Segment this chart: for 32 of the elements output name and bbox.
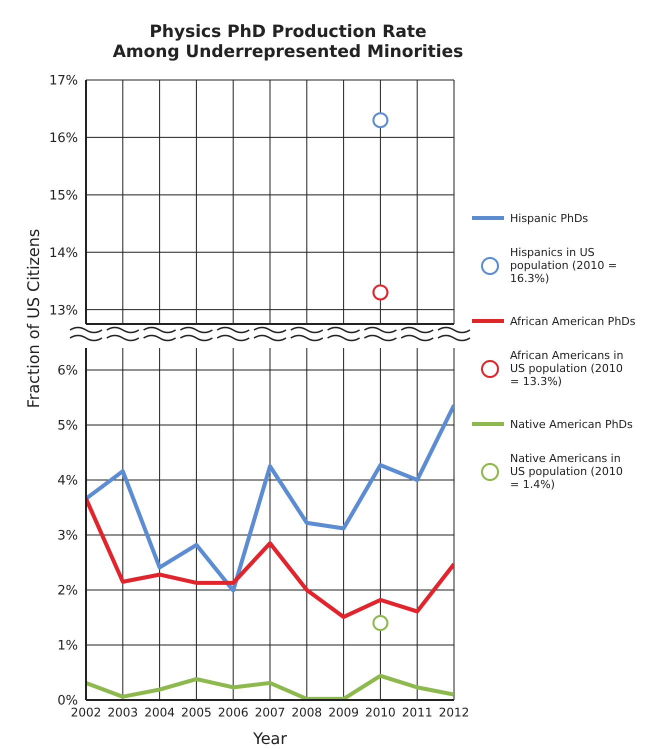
legend-label: Native Americans in US population (2010 = 1.4%)	[510, 452, 624, 491]
y-tick-label: 5%	[57, 418, 78, 434]
line-series	[86, 496, 454, 619]
x-tick-label: 2008	[292, 706, 322, 720]
x-tick-label: 2011	[402, 706, 432, 720]
legend-label: Native American PhDs	[510, 418, 634, 430]
y-tick-label: 13%	[49, 303, 78, 318]
x-tick-label: 2006	[218, 706, 248, 720]
x-tick-label: 2009	[328, 706, 359, 720]
y-tick-label: 1%	[57, 638, 78, 654]
x-tick-label: 2003	[108, 706, 138, 720]
y-tick-label: 3%	[57, 528, 78, 544]
chart-title: Physics PhD Production Rate Among Underrepresented Minorities	[112, 22, 464, 62]
x-axis-title: Year	[252, 729, 288, 748]
y-tick-label: 17%	[49, 74, 78, 89]
y-tick-label: 14%	[49, 246, 78, 261]
y-tick-label: 2%	[57, 584, 78, 599]
x-tick-label: 2012	[438, 706, 470, 720]
x-tick-label: 2007	[254, 706, 286, 720]
x-tick-label: 2005	[181, 706, 212, 720]
y-tick-label: 15%	[49, 188, 78, 204]
y-tick-label: 16%	[49, 131, 78, 146]
legend-label: Hispanics in US population (2010 = 16.3%)	[510, 246, 618, 285]
legend-label: Hispanic PhDs	[510, 212, 590, 224]
line-series	[86, 403, 454, 593]
y-axis-title: Fraction of US Citizens	[24, 228, 44, 408]
y-tick-label: 6%	[57, 364, 78, 379]
legend-label: African American PhDs	[510, 314, 636, 328]
x-tick-label: 2004	[144, 706, 175, 720]
legend-label: African Americans in US population (2010 = 13.3%)	[510, 349, 624, 388]
x-tick-label: 2010	[365, 706, 396, 720]
y-tick-label: 4%	[57, 474, 78, 489]
